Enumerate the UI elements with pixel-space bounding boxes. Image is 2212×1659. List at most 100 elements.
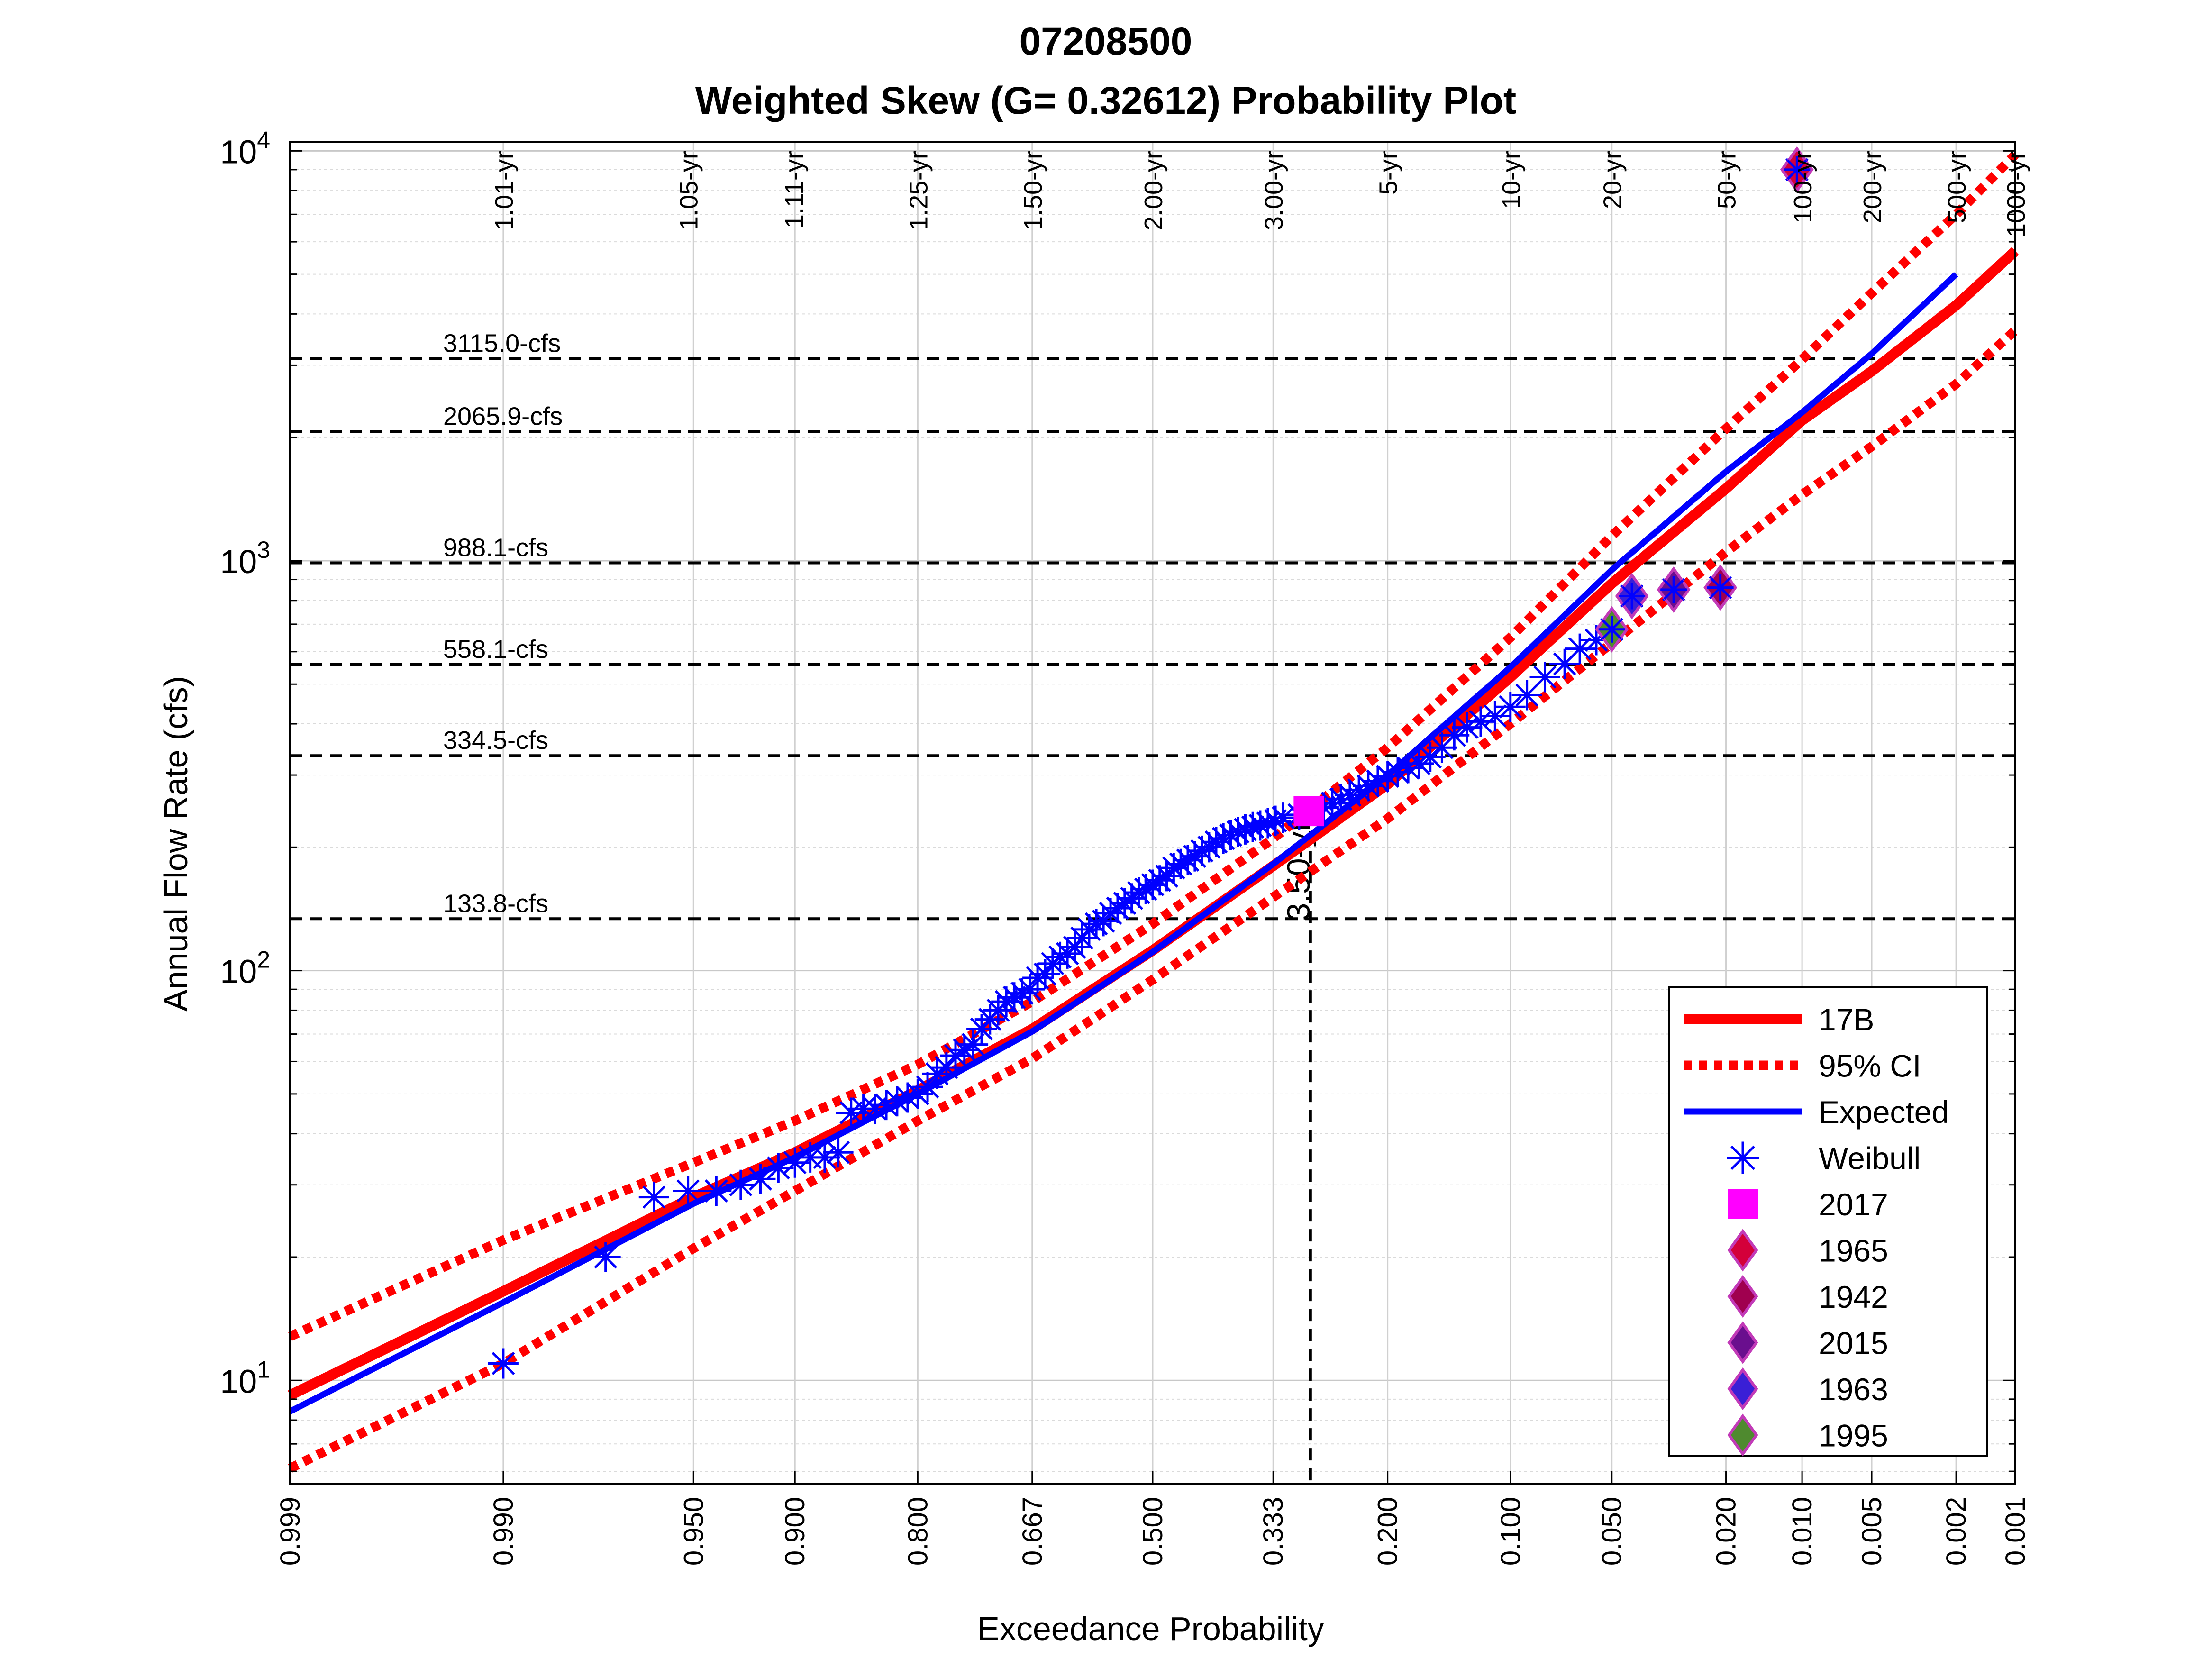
asterisk-stroke (1568, 637, 1592, 660)
legend-swatch (1727, 1413, 1758, 1457)
weibull-point (958, 1029, 989, 1060)
x-tick-label: 0.020 (1711, 1497, 1742, 1566)
x-tick-label: 0.333 (1258, 1497, 1289, 1566)
asterisk-stroke (642, 1185, 666, 1209)
return-period-label: 10-yr (1497, 151, 1526, 209)
asterisk-stroke (1272, 806, 1295, 830)
weibull-point (1193, 832, 1224, 863)
x-tick-label: 0.800 (902, 1497, 933, 1566)
x-axis-label: Exceedance Probability (977, 1610, 1324, 1647)
point-2017 (1293, 796, 1324, 827)
x-tick-label: 0.950 (678, 1497, 709, 1566)
weibull-point (1480, 701, 1511, 731)
legend-label: 1995 (1819, 1418, 1888, 1453)
asterisk-stroke (1730, 1145, 1755, 1170)
return-period-label: 20-yr (1599, 151, 1627, 209)
x-tick-label: 0.010 (1787, 1497, 1818, 1566)
weibull-point-overlay (1619, 583, 1646, 610)
weibull-point-overlay (1598, 616, 1625, 643)
weibull-point (1268, 802, 1299, 833)
weibull-point-overlay (1707, 574, 1734, 601)
asterisk-stroke (1533, 665, 1557, 689)
asterisk-stroke (1455, 716, 1479, 739)
asterisk-stroke (1621, 585, 1642, 607)
flow-reference-label: 558.1-cfs (443, 635, 548, 664)
weibull-point (1529, 662, 1560, 693)
series-lines (288, 151, 2019, 1473)
asterisk-stroke (676, 1179, 700, 1203)
weibull-point-overlay (1784, 156, 1811, 183)
series-ci-lower-line (288, 327, 2019, 1473)
x-tick-label: 0.002 (1941, 1497, 1972, 1566)
legend-swatch (1727, 1321, 1758, 1364)
y-axis-label: Annual Flow Rate (cfs) (157, 676, 194, 1012)
asterisk-stroke (783, 1151, 807, 1175)
legend-label: 95% CI (1819, 1048, 1921, 1084)
legend: 17B 95% CI Expected Weibull 2017 1965 1942 2015… (1668, 986, 1988, 1457)
y-tick-label: 104 (220, 127, 270, 170)
asterisk-stroke (839, 1101, 863, 1124)
asterisk-stroke (492, 1352, 515, 1375)
flow-reference-label: 133.8-cfs (443, 889, 548, 918)
asterisk-stroke (827, 1140, 850, 1164)
return-period-label: 100-yr (1789, 151, 1817, 223)
legend-swatch (1727, 1229, 1758, 1272)
legend-label: Expected (1819, 1094, 1949, 1130)
weibull-point (673, 1176, 703, 1206)
x-tick-label: 0.200 (1373, 1497, 1403, 1566)
flow-reference-lines: 3115.0-cfs 2065.9-cfs 988.1-cfs 558.1-cfs 33… (290, 329, 2015, 1484)
asterisk-stroke (1469, 710, 1493, 733)
weibull-point (638, 1182, 669, 1212)
asterisk-stroke (1786, 159, 1807, 180)
x-tick-label: 0.050 (1597, 1497, 1628, 1566)
asterisk-stroke (961, 1033, 985, 1057)
flow-reference-label: 2065.9-cfs (443, 402, 563, 431)
asterisk-stroke (1483, 704, 1507, 728)
legend-label: 17B (1819, 1002, 1874, 1037)
axes: 0.999 0.990 0.950 0.900 0.800 0.667 0.500 0.333… (220, 127, 2031, 1566)
asterisk-stroke (766, 1156, 790, 1180)
flow-reference-label: 334.5-cfs (443, 726, 548, 755)
legend-swatch (1727, 1367, 1758, 1411)
asterisk-stroke (729, 1173, 753, 1197)
series-ci-upper-line (288, 151, 2019, 1341)
legend-label: 1963 (1819, 1372, 1888, 1407)
flow-reference-label: 3115.0-cfs (443, 329, 561, 357)
weibull-point (1334, 780, 1365, 811)
return-period-label: 1.11-yr (780, 151, 809, 228)
flow-reference-label: 988.1-cfs (443, 533, 548, 562)
weibull-point (488, 1348, 519, 1379)
weibull-point (1326, 784, 1356, 814)
asterisk-stroke (594, 1245, 618, 1269)
x-tick-label: 0.900 (780, 1497, 810, 1566)
return-period-label: 2.00-yr (1139, 151, 1168, 230)
return-period-label: 1.50-yr (1019, 151, 1047, 230)
series-17b-line (288, 247, 2019, 1400)
legend-swatch (1728, 1189, 1758, 1219)
return-period-label: 3.00-yr (1260, 151, 1288, 230)
weibull-point (836, 1097, 866, 1128)
series-expected-line (289, 272, 1958, 1414)
weibull-point (725, 1169, 756, 1200)
return-period-label: 1.01-yr (490, 151, 519, 230)
chart-subtitle: Weighted Skew (G= 0.32612) Probability P… (695, 79, 1516, 122)
return-period-label: 1.25-yr (904, 151, 933, 230)
return-period-label: 200-yr (1858, 151, 1887, 223)
y-tick-label: 101 (220, 1356, 270, 1400)
y-tick-label: 103 (220, 537, 270, 580)
asterisk-stroke (1710, 577, 1731, 598)
y-tick-label: 102 (220, 947, 270, 990)
asterisk-stroke (1515, 684, 1539, 707)
legend-label: 1965 (1819, 1233, 1888, 1268)
asterisk-stroke (916, 1075, 939, 1099)
asterisk-stroke (1663, 579, 1684, 600)
asterisk-stroke (749, 1167, 772, 1191)
legend-swatch (1727, 1141, 1759, 1174)
data-points (488, 146, 1814, 1379)
x-tick-label: 0.005 (1857, 1497, 1887, 1566)
x-tick-label: 0.990 (488, 1497, 519, 1566)
weibull-point (701, 1176, 732, 1206)
weibull-point (949, 1035, 980, 1066)
weibull-point (1383, 757, 1413, 787)
return-period-label: 500-yr (1943, 151, 1971, 223)
